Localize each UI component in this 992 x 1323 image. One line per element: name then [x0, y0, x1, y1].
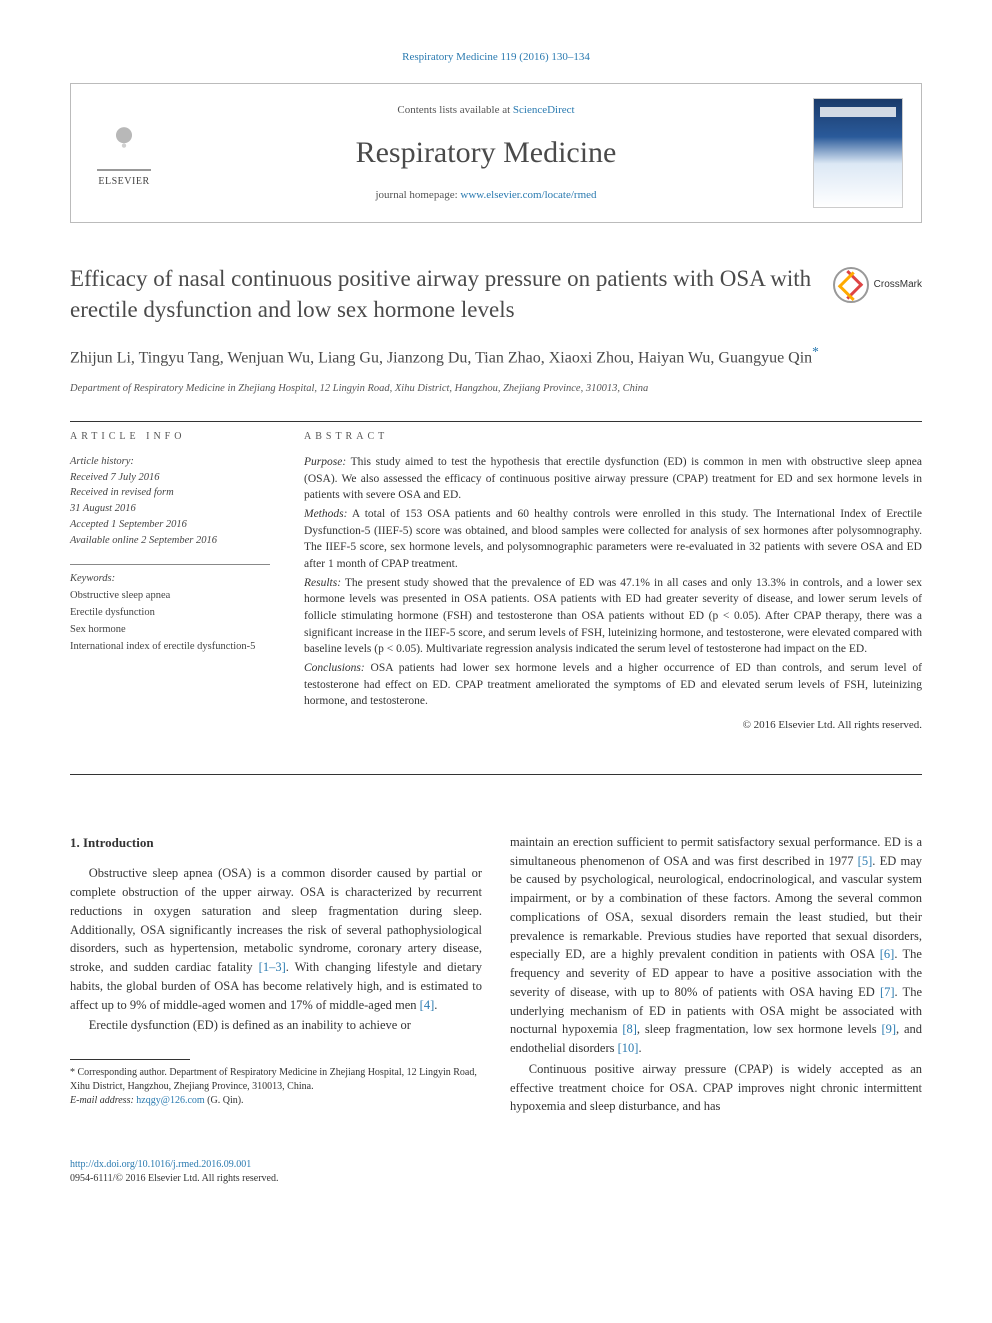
corresponding-author-mark: *	[812, 344, 819, 359]
elsevier-tree-icon	[97, 117, 151, 171]
abstract-purpose: This study aimed to test the hypothesis …	[304, 456, 922, 501]
journal-homepage-link[interactable]: www.elsevier.com/locate/rmed	[460, 189, 596, 201]
abstract-conclusions: OSA patients had lower sex hormone level…	[304, 662, 922, 707]
ref-4[interactable]: [4]	[420, 998, 435, 1012]
article-info-header: ARTICLE INFO	[70, 430, 270, 444]
publisher-name: ELSEVIER	[98, 175, 149, 189]
ref-8[interactable]: [8]	[622, 1022, 637, 1036]
abstract-results: The present study showed that the preval…	[304, 577, 922, 656]
abstract-column: ABSTRACT Purpose: This study aimed to te…	[304, 422, 922, 734]
keyword-4: International index of erectile dysfunct…	[70, 639, 270, 656]
citation-header: Respiratory Medicine 119 (2016) 130–134	[70, 50, 922, 65]
column-right: maintain an erection sufficient to permi…	[510, 833, 922, 1118]
abstract-conclusions-label: Conclusions:	[304, 662, 365, 674]
intro-paragraph-4: Continuous positive airway pressure (CPA…	[510, 1060, 922, 1116]
footnotes: * Corresponding author. Department of Re…	[70, 1066, 482, 1108]
abstract-copyright: © 2016 Elsevier Ltd. All rights reserved…	[304, 718, 922, 734]
crossmark-icon	[833, 267, 869, 303]
abstract-header: ABSTRACT	[304, 430, 922, 444]
article-info-column: ARTICLE INFO Article history: Received 7…	[70, 422, 270, 734]
footnote-separator	[70, 1059, 190, 1060]
publisher-logo-block: ELSEVIER	[89, 117, 159, 189]
masthead-center: Contents lists available at ScienceDirec…	[175, 103, 797, 204]
abstract-methods-label: Methods:	[304, 508, 347, 520]
history-accepted: Accepted 1 September 2016	[70, 517, 270, 533]
p1-text-a: Obstructive sleep apnea (OSA) is a commo…	[70, 866, 482, 974]
info-divider	[70, 564, 270, 565]
journal-cover-thumbnail	[813, 98, 903, 208]
ref-1-3[interactable]: [1–3]	[259, 960, 286, 974]
intro-paragraph-2: Erectile dysfunction (ED) is defined as …	[70, 1016, 482, 1035]
crossmark-widget[interactable]: CrossMark	[833, 267, 922, 303]
intro-paragraph-3: maintain an erection sufficient to permi…	[510, 833, 922, 1058]
ref-9[interactable]: [9]	[881, 1022, 896, 1036]
history-received: Received 7 July 2016	[70, 470, 270, 486]
doi-link[interactable]: http://dx.doi.org/10.1016/j.rmed.2016.09…	[70, 1158, 922, 1172]
abstract-body: Purpose: This study aimed to test the hy…	[304, 454, 922, 734]
keyword-3: Sex hormone	[70, 622, 270, 639]
history-revised-line2: 31 August 2016	[70, 501, 270, 517]
contents-prefix: Contents lists available at	[397, 104, 512, 116]
abstract-methods: A total of 153 OSA patients and 60 healt…	[304, 508, 922, 570]
doi-block: http://dx.doi.org/10.1016/j.rmed.2016.09…	[70, 1158, 922, 1186]
contents-available-line: Contents lists available at ScienceDirec…	[175, 103, 797, 118]
article-history: Article history: Received 7 July 2016 Re…	[70, 454, 270, 549]
history-online: Available online 2 September 2016	[70, 533, 270, 549]
keywords-block: Keywords: Obstructive sleep apnea Erecti…	[70, 571, 270, 655]
email-label: E-mail address:	[70, 1095, 136, 1106]
intro-paragraph-1: Obstructive sleep apnea (OSA) is a commo…	[70, 864, 482, 1014]
email-line: E-mail address: hzqgy@126.com (G. Qin).	[70, 1094, 482, 1108]
keywords-label: Keywords:	[70, 571, 270, 588]
p1-text-c: .	[434, 998, 437, 1012]
body-two-columns: 1. Introduction Obstructive sleep apnea …	[70, 833, 922, 1118]
keyword-2: Erectile dysfunction	[70, 605, 270, 622]
article-title: Efficacy of nasal continuous positive ai…	[70, 263, 815, 325]
ref-10[interactable]: [10]	[618, 1041, 639, 1055]
abstract-purpose-label: Purpose:	[304, 456, 346, 468]
journal-homepage-line: journal homepage: www.elsevier.com/locat…	[175, 188, 797, 203]
corresponding-author-footnote: * Corresponding author. Department of Re…	[70, 1066, 482, 1094]
corresponding-email-link[interactable]: hzqgy@126.com	[136, 1095, 204, 1106]
affiliation: Department of Respiratory Medicine in Zh…	[70, 382, 922, 397]
history-label: Article history:	[70, 454, 270, 470]
p3-text-e: , sleep fragmentation, low sex hormone l…	[637, 1022, 882, 1036]
email-who: (G. Qin).	[205, 1095, 244, 1106]
homepage-prefix: journal homepage:	[375, 189, 460, 201]
abstract-results-label: Results:	[304, 577, 341, 589]
section-heading-introduction: 1. Introduction	[70, 833, 482, 853]
author-list: Zhijun Li, Tingyu Tang, Wenjuan Wu, Lian…	[70, 343, 922, 370]
ref-5[interactable]: [5]	[858, 854, 873, 868]
column-left: 1. Introduction Obstructive sleep apnea …	[70, 833, 482, 1118]
keyword-1: Obstructive sleep apnea	[70, 588, 270, 605]
p3-text-g: .	[638, 1041, 641, 1055]
authors-text: Zhijun Li, Tingyu Tang, Wenjuan Wu, Lian…	[70, 350, 812, 367]
p3-text-b: . ED may be caused by psychological, neu…	[510, 854, 922, 962]
sciencedirect-link[interactable]: ScienceDirect	[513, 104, 575, 116]
crossmark-label: CrossMark	[874, 278, 922, 292]
history-revised-line1: Received in revised form	[70, 485, 270, 501]
journal-masthead: ELSEVIER Contents lists available at Sci…	[70, 83, 922, 223]
ref-6[interactable]: [6]	[880, 947, 895, 961]
journal-title: Respiratory Medicine	[175, 132, 797, 174]
ref-7[interactable]: [7]	[880, 985, 895, 999]
issn-copyright: 0954-6111/© 2016 Elsevier Ltd. All right…	[70, 1172, 922, 1186]
